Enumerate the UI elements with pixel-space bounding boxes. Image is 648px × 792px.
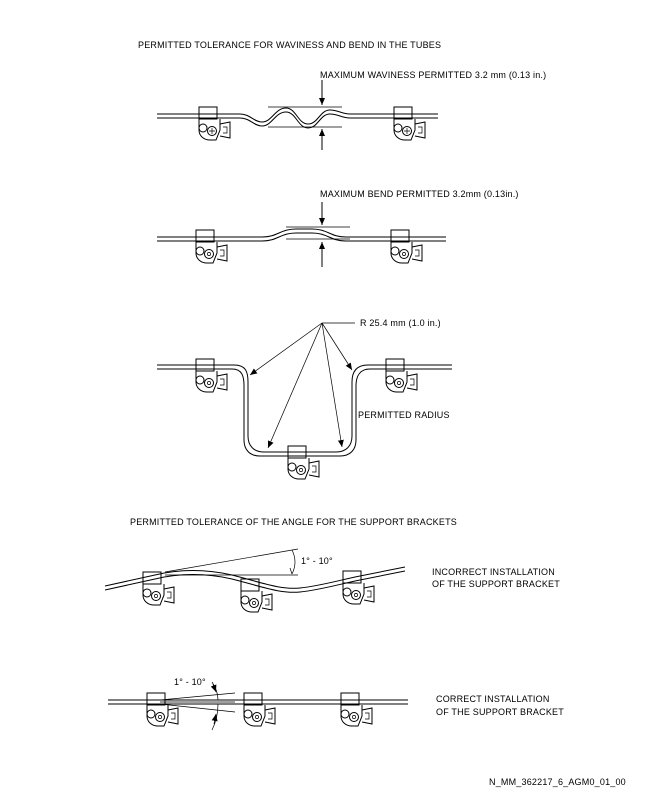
label-angle-correct: 1° - 10° [174,677,206,687]
figure-id: N_MM_362217_6_AGM0_01_00 [489,777,626,787]
title-waviness-bend: PERMITTED TOLERANCE FOR WAVINESS AND BEN… [138,40,442,50]
bend-figure [157,202,446,267]
radius-figure [157,322,452,480]
label-incorrect-line1: INCORRECT INSTALLATION [432,567,555,577]
label-correct-line1: CORRECT INSTALLATION [436,694,550,704]
correct-installation-figure [108,681,408,731]
waviness-figure [157,80,438,150]
label-max-waviness: MAXIMUM WAVINESS PERMITTED 3.2 mm (0.13 … [320,70,547,80]
label-max-bend: MAXIMUM BEND PERMITTED 3.2mm (0.13in.) [320,189,519,199]
label-permitted-radius: PERMITTED RADIUS [358,410,450,420]
label-correct-line2: OF THE SUPPORT BRACKET [436,707,564,717]
label-incorrect-line2: OF THE SUPPORT BRACKET [432,579,560,589]
label-radius-value: R 25.4 mm (1.0 in.) [360,318,441,328]
label-angle-incorrect: 1° - 10° [301,556,333,566]
title-angle-tolerance: PERMITTED TOLERANCE OF THE ANGLE FOR THE… [130,517,457,527]
incorrect-installation-figure [104,548,406,613]
